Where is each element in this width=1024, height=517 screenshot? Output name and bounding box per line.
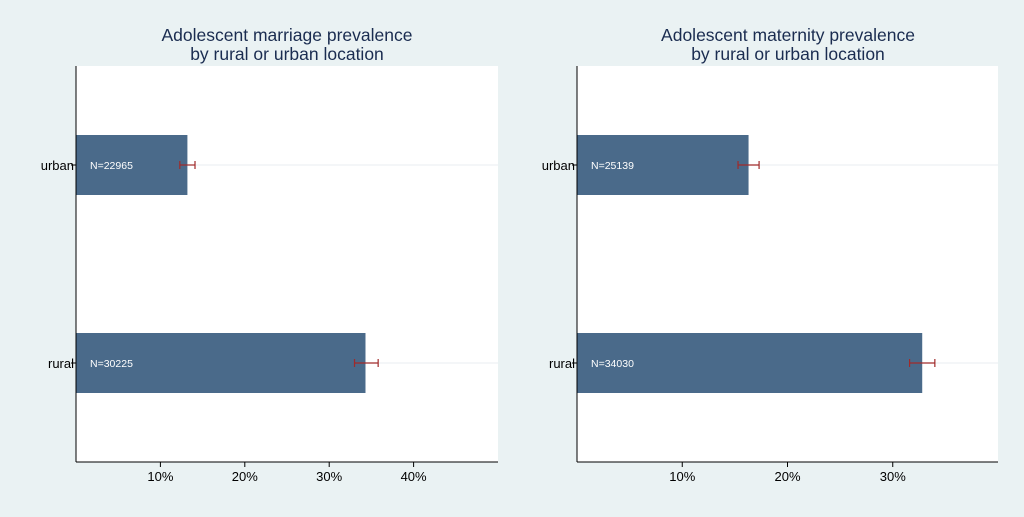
chart2-bar-label-urban: N=25139 — [591, 160, 634, 172]
chart1-bar-rural — [76, 333, 366, 393]
chart2-title-line-1: Adolescent maternity prevalence — [661, 25, 915, 45]
chart2-x-tick-label-20: 20% — [774, 469, 800, 484]
chart1-title-line-2: by rural or urban location — [190, 44, 384, 64]
chart1-bar-label-rural: N=30225 — [90, 358, 133, 370]
chart1-bar-urban — [76, 135, 188, 195]
chart1-y-tick-label-rural: rural — [48, 356, 74, 371]
chart1-y-tick-label-urban: urban — [41, 158, 74, 173]
chart2-x-tick-label-30: 30% — [880, 469, 906, 484]
chart1-x-tick-label-20: 20% — [232, 469, 258, 484]
chart2-plot-area — [577, 66, 998, 462]
chart2-x-tick-label-10: 10% — [669, 469, 695, 484]
chart1-bar-label-urban: N=22965 — [90, 160, 133, 172]
chart1-x-tick-label-40: 40% — [401, 469, 427, 484]
chart1-title-line-1: Adolescent marriage prevalence — [162, 25, 413, 45]
chart2-y-tick-label-rural: rural — [549, 356, 575, 371]
chart1-plot-area — [76, 66, 498, 462]
chart2-y-tick-label-urban: urban — [542, 158, 575, 173]
chart2-bar-urban — [577, 135, 749, 195]
chart2-title-line-2: by rural or urban location — [691, 44, 885, 64]
chart1-x-tick-label-10: 10% — [147, 469, 173, 484]
chart2-bar-rural — [577, 333, 923, 393]
chart1-x-tick-label-30: 30% — [316, 469, 342, 484]
chart2-bar-label-rural: N=34030 — [591, 358, 634, 370]
